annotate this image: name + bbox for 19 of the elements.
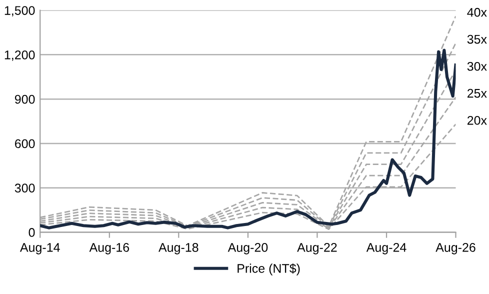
y-tick-label: 1,500	[4, 6, 35, 16]
x-tick-label: Aug-20	[228, 243, 268, 254]
x-tick-label: Aug-16	[89, 243, 130, 254]
x-tick-label: Aug-22	[297, 243, 337, 254]
series-label: 20x	[467, 116, 487, 125]
series-label: 30x	[467, 62, 487, 71]
y-tick-label: 1,200	[4, 50, 35, 61]
x-tick-label: Aug-18	[158, 243, 198, 254]
legend-label: Price (NT$)	[238, 263, 300, 276]
series-label: 25x	[467, 88, 487, 98]
y-tick-label: 600	[15, 139, 35, 148]
series-label: 35x	[467, 34, 487, 44]
y-tick-label: 300	[14, 184, 35, 193]
x-tick-label: Aug-24	[366, 243, 406, 254]
x-tick-label: Aug-26	[436, 243, 476, 254]
y-tick-label: 0	[28, 228, 35, 237]
series-label: 40x	[467, 8, 487, 17]
x-tick-label: Aug-14	[20, 243, 60, 254]
y-tick-label: 900	[14, 94, 35, 104]
